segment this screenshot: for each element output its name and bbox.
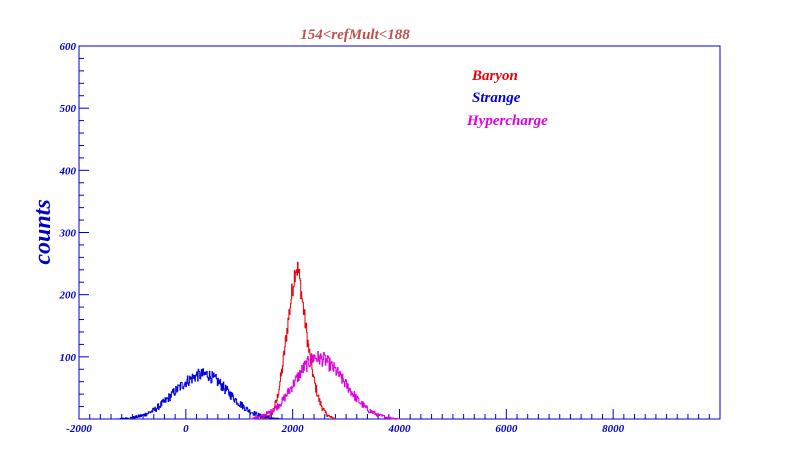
- series-strange: [116, 368, 283, 420]
- x-tick-label: 6000: [495, 423, 518, 435]
- series-hypercharge: [249, 351, 400, 420]
- x-tick-label: 8000: [602, 423, 625, 435]
- y-tick-label: 100: [60, 352, 77, 364]
- y-tick-label: 400: [59, 165, 77, 177]
- series-baryon: [260, 261, 336, 420]
- x-tick-label: -2000: [66, 423, 92, 435]
- y-axis-label: counts: [30, 199, 56, 264]
- x-tick-label: 0: [183, 423, 189, 435]
- x-tick-label: 4000: [388, 423, 412, 435]
- y-tick-label: 600: [60, 41, 77, 53]
- legend-strange: Strange: [472, 90, 521, 106]
- series-group: [116, 261, 400, 420]
- plot-frame: [78, 45, 721, 420]
- legend-baryon: Baryon: [471, 68, 518, 84]
- axis-ticks: -2000 0 2000 4000 6000 8000 100 200 300 400 500 600: [59, 41, 721, 435]
- legend-hypercharge: Hypercharge: [466, 113, 548, 129]
- legend: Baryon Strange Hypercharge: [466, 68, 548, 129]
- chart-title: 154<refMult<188: [300, 27, 410, 43]
- y-tick-label: 300: [59, 228, 77, 240]
- x-tick-label: 2000: [281, 423, 305, 435]
- y-tick-label: 200: [59, 290, 77, 302]
- y-tick-label: 500: [60, 103, 77, 115]
